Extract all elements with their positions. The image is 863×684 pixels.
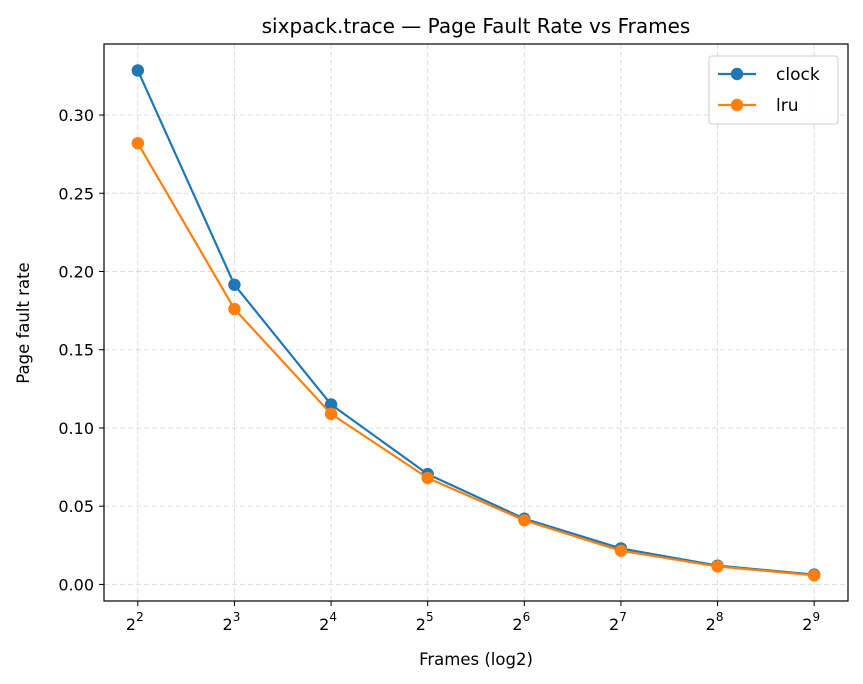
x-axis-label: Frames (log2) xyxy=(419,650,533,669)
legend-marker-clock xyxy=(730,67,744,81)
y-tick-label: 0.15 xyxy=(58,341,94,360)
data-point-lru xyxy=(614,544,628,557)
series-layer xyxy=(131,64,821,582)
y-tick-label: 0.05 xyxy=(58,497,94,516)
x-tick-label: 23 xyxy=(223,610,241,634)
plot-frame xyxy=(103,43,849,602)
legend-label-lru: lru xyxy=(776,96,799,116)
data-point-lru xyxy=(324,407,338,421)
x-tick-label: 29 xyxy=(802,610,820,634)
data-point-clock xyxy=(228,278,241,291)
legend: clock lru xyxy=(708,55,839,125)
data-point-lru xyxy=(421,471,434,485)
y-tick-label: 0.30 xyxy=(58,106,94,125)
x-tick-label: 26 xyxy=(512,610,530,634)
data-point-lru xyxy=(807,569,821,582)
x-tick-label: 22 xyxy=(126,610,144,634)
y-tick-label: 0.10 xyxy=(58,419,94,438)
data-point-clock xyxy=(324,398,338,411)
data-point-clock xyxy=(131,64,145,77)
y-tick-label: 0.20 xyxy=(58,262,94,281)
legend-label-clock: clock xyxy=(776,65,820,85)
data-point-lru xyxy=(131,136,145,150)
data-point-lru xyxy=(518,514,531,527)
data-point-lru xyxy=(228,302,241,316)
ticks: 22 23 24 25 26 27 28 29 0.00 0.05 0.10 0.15 0.20 0.25… xyxy=(58,106,820,634)
x-tick-label: 28 xyxy=(706,610,724,634)
x-tick-label: 27 xyxy=(609,610,627,634)
x-tick-label: 24 xyxy=(319,610,337,634)
x-tick-label: 25 xyxy=(416,610,434,634)
data-point-lru xyxy=(711,560,724,573)
chart-title: sixpack.trace — Page Fault Rate vs Frame… xyxy=(262,14,691,38)
legend-marker-lru xyxy=(730,98,744,112)
series-line-lru xyxy=(136,142,815,577)
y-tick-label: 0.00 xyxy=(58,575,94,594)
y-tick-label: 0.25 xyxy=(58,184,94,203)
y-axis-label: Page fault rate xyxy=(14,262,33,383)
